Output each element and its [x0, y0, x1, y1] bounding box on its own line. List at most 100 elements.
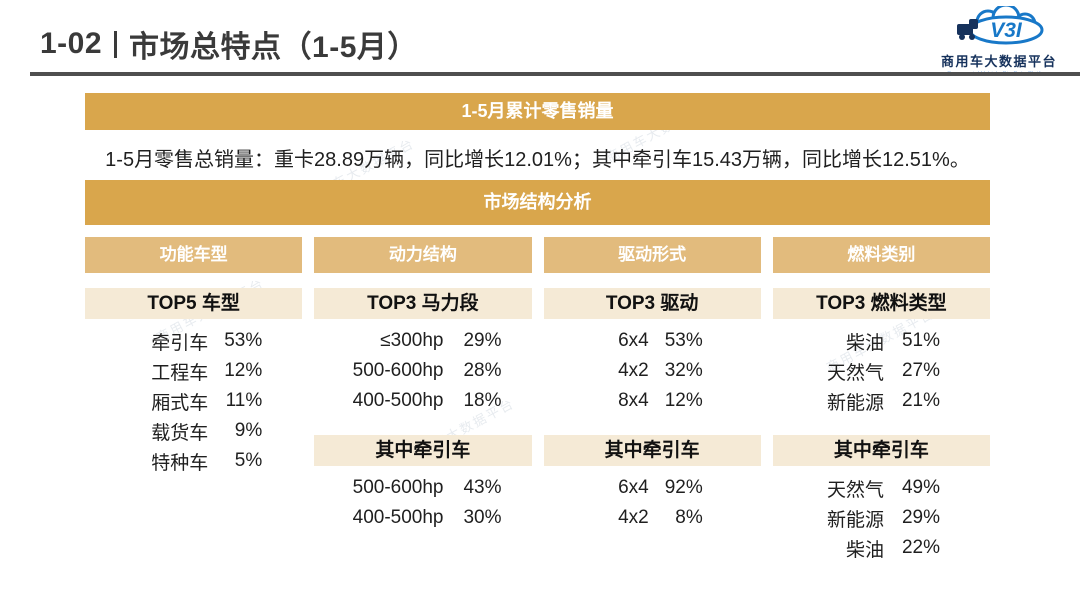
table-row: 柴油 51%	[773, 326, 990, 356]
row-value: 32%	[664, 360, 703, 381]
svg-text:V3I: V3I	[990, 19, 1023, 42]
table-row: 厢式车 11%	[85, 386, 302, 416]
structure-grid: 功能车型 TOP5 车型 牵引车 53% 工程车 12% 厢式车 11% 载货车 9% …	[85, 237, 990, 563]
row-label: 500-600hp	[352, 360, 444, 381]
data-rows: 柴油 51% 天然气 27% 新能源 21%	[773, 326, 990, 423]
section-header: TOP5 车型	[85, 288, 303, 319]
row-label: 天然气	[826, 479, 884, 501]
row-value: 49%	[901, 477, 940, 498]
row-value: 22%	[901, 537, 940, 558]
table-row: 牵引车 53%	[85, 326, 302, 356]
row-label: 柴油	[845, 332, 884, 354]
data-rows: 500-600hp 43% 400-500hp 30%	[314, 473, 531, 533]
row-label: 柴油	[845, 539, 884, 561]
table-row: 400-500hp 18%	[314, 386, 531, 416]
title-divider	[114, 30, 118, 58]
table-row: 500-600hp 28%	[314, 356, 531, 386]
row-value: 8%	[675, 507, 703, 528]
row-label: 新能源	[826, 509, 884, 531]
section-header: 其中牵引车	[314, 435, 532, 466]
data-rows: ≤300hp 29% 500-600hp 28% 400-500hp 18%	[314, 326, 531, 423]
section-header: TOP3 马力段	[314, 288, 532, 319]
data-rows: 天然气 49% 新能源 29% 柴油 22%	[773, 473, 990, 563]
table-row: 500-600hp 43%	[314, 473, 531, 503]
retail-sales-banner: 1-5月累计零售销量	[85, 93, 990, 130]
section-header: TOP3 燃料类型	[772, 288, 990, 319]
table-row: 特种车 5%	[85, 446, 302, 476]
row-label: 6x4	[618, 477, 649, 498]
row-label: 4x2	[618, 507, 649, 528]
category-header: 驱动形式	[543, 237, 761, 273]
data-rows: 6x4 53% 4x2 32% 8x4 12%	[544, 326, 761, 423]
data-rows: 牵引车 53% 工程车 12% 厢式车 11% 载货车 9% 特种车 5%	[85, 326, 302, 476]
table-row: 6x4 92%	[544, 473, 761, 503]
row-label: 8x4	[618, 390, 649, 411]
row-label: 400-500hp	[352, 390, 444, 411]
slide-content: 1-5月累计零售销量 1-5月零售总销量：重卡28.89万辆，同比增长12.01…	[85, 93, 990, 563]
category-header: 动力结构	[314, 237, 532, 273]
row-value: 53%	[224, 330, 263, 351]
row-value: 12%	[224, 360, 263, 381]
section-header: 其中牵引车	[543, 435, 761, 466]
table-row: 6x4 53%	[544, 326, 761, 356]
table-row: 400-500hp 30%	[314, 503, 531, 533]
table-row: 柴油 22%	[773, 533, 990, 563]
category-header: 燃料类别	[772, 237, 990, 273]
row-value: 53%	[664, 330, 703, 351]
market-structure-banner: 市场结构分析	[85, 180, 990, 225]
table-row: 4x2 8%	[544, 503, 761, 533]
column-fuel-category: 燃料类别 TOP3 燃料类型 柴油 51% 天然气 27% 新能源 21% 其中牵引车…	[772, 237, 990, 563]
row-value: 30%	[463, 507, 502, 528]
table-row: 4x2 32%	[544, 356, 761, 386]
brand-name: 商用车大数据平台	[940, 54, 1057, 69]
category-header: 功能车型	[85, 237, 303, 273]
table-row: 8x4 12%	[544, 386, 761, 416]
section-header: 其中牵引车	[772, 435, 990, 466]
row-value: 27%	[901, 360, 940, 381]
row-label: 牵引车	[151, 332, 209, 354]
row-value: 12%	[664, 390, 703, 411]
column-power-structure: 动力结构 TOP3 马力段 ≤300hp 29% 500-600hp 28% 400…	[314, 237, 532, 563]
row-value: 5%	[234, 450, 263, 471]
row-label: 工程车	[151, 362, 209, 384]
table-row: 天然气 49%	[773, 473, 990, 503]
row-value: 11%	[225, 390, 263, 411]
column-function-type: 功能车型 TOP5 车型 牵引车 53% 工程车 12% 厢式车 11% 载货车 9% …	[85, 237, 303, 563]
row-label: 特种车	[151, 452, 209, 474]
row-value: 18%	[463, 390, 502, 411]
page-title-number: 1-02	[40, 27, 103, 60]
row-value: 29%	[463, 330, 502, 351]
row-value: 28%	[463, 360, 502, 381]
row-label: 载货车	[151, 422, 209, 444]
row-value: 29%	[901, 507, 940, 528]
page-title-text: 市场总特点（1-5月）	[129, 31, 418, 64]
row-value: 51%	[901, 330, 940, 351]
page-title: 1-02 市场总特点（1-5月）	[40, 22, 418, 66]
brand-logo: V3I 商用车大数据平台 Commercial Vehicle Big Data…	[936, 3, 1062, 77]
column-drive-form: 驱动形式 TOP3 驱动 6x4 53% 4x2 32% 8x4 12% 其中牵引车 …	[543, 237, 761, 563]
table-row: 载货车 9%	[85, 416, 302, 446]
row-label: 厢式车	[151, 392, 209, 414]
row-value: 21%	[901, 390, 940, 411]
row-value: 9%	[234, 420, 263, 441]
row-value: 92%	[664, 477, 703, 498]
row-label: 新能源	[826, 392, 884, 414]
data-rows: 6x4 92% 4x2 8%	[544, 473, 761, 533]
table-row: ≤300hp 29%	[314, 326, 531, 356]
row-label: 400-500hp	[352, 507, 444, 528]
row-value: 43%	[463, 477, 502, 498]
section-header: TOP3 驱动	[543, 288, 761, 319]
table-row: 工程车 12%	[85, 356, 302, 386]
cloud-truck-logo-icon: V3I	[957, 3, 1044, 45]
table-row: 新能源 29%	[773, 503, 990, 533]
row-label: 6x4	[618, 330, 649, 351]
row-label: 4x2	[618, 360, 649, 381]
title-underline	[30, 72, 1080, 76]
table-row: 新能源 21%	[773, 386, 990, 416]
row-label: ≤300hp	[380, 330, 444, 351]
row-label: 天然气	[826, 362, 884, 384]
table-row: 天然气 27%	[773, 356, 990, 386]
retail-sales-summary: 1-5月零售总销量：重卡28.89万辆，同比增长12.01%；其中牵引车15.4…	[105, 149, 970, 171]
row-label: 500-600hp	[352, 477, 444, 498]
